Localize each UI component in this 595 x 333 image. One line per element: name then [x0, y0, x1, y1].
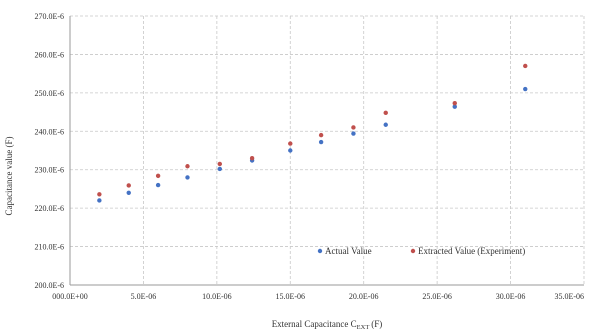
data-point-extracted: [155, 173, 161, 179]
y-tick-label: 210.0E-6: [34, 243, 64, 252]
data-point-extracted: [249, 155, 255, 161]
y-tick-label: 260.0E-6: [34, 50, 64, 59]
x-tick-label: 35.0E-06: [554, 292, 584, 301]
legend: Actual Value Extracted Value (Experiment…: [317, 246, 525, 256]
grid: [70, 15, 585, 285]
tick-labels: 200.0E-6 210.0E-6 220.0E-6 230.0E-6 240.0E-6…: [34, 12, 584, 301]
x-axis-title: External Capacitance CEXT (F): [272, 319, 383, 331]
legend-label-extracted: Extracted Value (Experiment): [418, 246, 525, 256]
x-tick-label: 25.0E-06: [422, 292, 452, 301]
data-point-extracted: [97, 192, 102, 197]
x-axis-title-main: External Capacitance C: [272, 319, 357, 329]
data-point-actual: [97, 198, 102, 203]
data-point-actual: [351, 131, 356, 136]
x-tick-label: 10.0E-06: [202, 292, 232, 301]
x-axis-title-sub: EXT: [357, 324, 370, 331]
y-tick-label: 200.0E-6: [34, 281, 64, 290]
data-point-extracted: [318, 132, 324, 138]
x-tick-label: 30.0E-06: [496, 292, 526, 301]
x-tick-label: 000.0E+00: [52, 292, 87, 301]
y-tick-label: 250.0E-6: [34, 89, 64, 98]
x-tick-label: 5.0E-06: [131, 292, 157, 301]
x-tick-label: 20.0E-06: [349, 292, 379, 301]
data-point-extracted: [523, 63, 528, 69]
legend-marker-extracted: [410, 248, 416, 254]
axes: [69, 16, 584, 286]
data-point-actual: [318, 139, 324, 145]
x-tick-label: 15.0E-06: [276, 292, 306, 301]
data-point-actual: [523, 86, 528, 92]
data-point-actual: [452, 104, 457, 109]
data-point-actual: [126, 190, 131, 195]
x-axis-title-unit: (F): [371, 319, 382, 329]
data-point-extracted: [126, 183, 131, 188]
data-point-actual: [288, 148, 293, 153]
y-tick-label: 270.0E-6: [34, 12, 64, 21]
y-tick-label: 230.0E-6: [34, 166, 64, 175]
legend-marker-actual: [317, 248, 323, 254]
data-point-actual: [383, 122, 388, 127]
data-points: [97, 63, 528, 203]
data-point-actual: [217, 166, 222, 172]
data-point-extracted: [185, 164, 190, 169]
y-axis-title: Capacitance value (F): [4, 137, 14, 216]
data-point-extracted: [383, 110, 388, 116]
data-point-extracted: [288, 141, 293, 146]
data-point-extracted: [351, 125, 356, 130]
y-tick-label: 220.0E-6: [34, 204, 64, 213]
legend-label-actual: Actual Value: [325, 246, 372, 256]
data-point-extracted: [217, 161, 222, 167]
data-point-extracted: [452, 101, 457, 106]
data-point-actual: [185, 175, 190, 180]
y-tick-label: 240.0E-6: [34, 127, 64, 136]
data-point-actual: [155, 182, 161, 188]
